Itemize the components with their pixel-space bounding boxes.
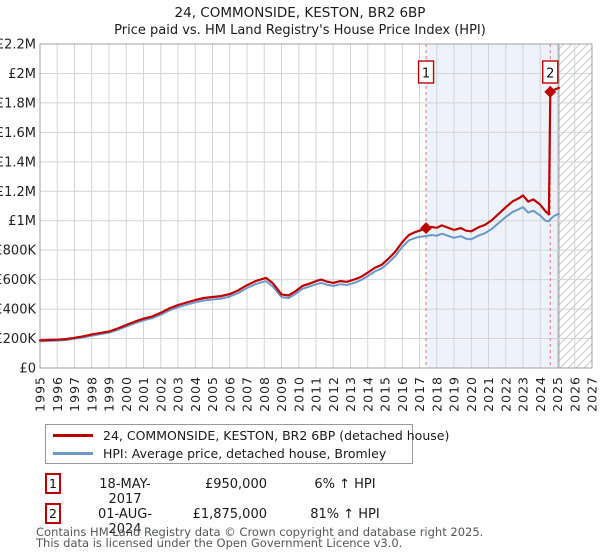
x-axis-tick-label: 2005 <box>205 376 220 412</box>
x-axis-tick-label: 2006 <box>222 376 237 412</box>
x-axis-tick-label: 2009 <box>274 376 289 412</box>
price-chart: 1 2 £0 £200K £400K £600K £800K £1M £1.2M £1.4M £1.… <box>0 38 600 412</box>
x-axis-tick-label: 2010 <box>291 376 306 412</box>
page-subtitle: Price paid vs. HM Land Registry's House … <box>114 23 486 38</box>
x-axis-tick-label: 2026 <box>567 376 582 412</box>
attribution-footer: Contains HM Land Registry data © Crown c… <box>36 525 484 550</box>
x-axis-tick-label: 2011 <box>309 376 324 412</box>
y-axis-tick-label: £200K <box>0 332 36 347</box>
x-axis-tick-label: 2022 <box>498 376 513 412</box>
x-axis-tick-label: 2025 <box>550 376 565 412</box>
chart-legend: 24, COMMONSIDE, KESTON, BR2 6BP (detache… <box>45 424 449 464</box>
y-axis-tick-label: £1.8M <box>0 96 36 111</box>
x-axis-tick-label: 2027 <box>585 376 600 412</box>
x-axis-tick-label: 2012 <box>326 376 341 412</box>
x-axis-tick-label: 2020 <box>464 376 479 412</box>
x-axis-tick-label: 1995 <box>33 376 48 412</box>
x-axis-tick-label: 1996 <box>50 376 65 412</box>
x-axis-tick-label: 1998 <box>84 376 99 412</box>
x-axis-tick-label: 2024 <box>533 376 548 412</box>
x-axis-tick-label: 2016 <box>395 376 410 412</box>
y-axis-tick-label: £2.2M <box>0 38 36 53</box>
y-axis-tick-label: £800K <box>0 244 36 259</box>
plot-border <box>39 43 593 369</box>
x-axis-tick-label: 2014 <box>360 376 375 412</box>
y-axis-tick-label: £600K <box>0 273 36 288</box>
y-axis-tick-label: £1.2M <box>0 185 36 200</box>
footer-line-1: Contains HM Land Registry data © Crown c… <box>36 525 484 539</box>
footer-line-2: This data is licensed under the Open Gov… <box>36 536 403 550</box>
legend-item-property: 24, COMMONSIDE, KESTON, BR2 6BP (detache… <box>46 426 449 444</box>
sale-flag-number-2: 2 <box>546 67 554 82</box>
x-axis-tick-label: 2003 <box>171 376 186 412</box>
y-axis-tick-label: £1M <box>8 214 36 229</box>
page-title: 24, COMMONSIDE, KESTON, BR2 6BP <box>174 5 426 21</box>
y-axis-tick-label: £1.6M <box>0 126 36 141</box>
x-axis-tick-label: 2013 <box>343 376 358 412</box>
x-axis-tick-label: 2023 <box>516 376 531 412</box>
x-axis-tick-label: 1999 <box>102 376 117 412</box>
x-axis-tick-label: 1997 <box>67 376 82 412</box>
x-axis-tick-label: 2000 <box>119 376 134 412</box>
transaction-2-price: £1,875,000 <box>192 507 267 522</box>
transaction-1-hpi-change: 6% ↑ HPI <box>314 477 376 492</box>
y-axis-tick-label: £1.4M <box>0 155 36 170</box>
x-axis-tick-label: 2021 <box>481 376 496 412</box>
hpi-line-swatch <box>53 451 93 455</box>
legend-item-hpi: HPI: Average price, detached house, Brom… <box>46 444 412 462</box>
transaction-2-hpi-change: 81% ↑ HPI <box>310 507 380 522</box>
x-axis-tick-label: 2015 <box>378 376 393 412</box>
property-line-swatch <box>53 433 93 437</box>
transaction-1-marker: 1 <box>45 473 61 494</box>
hpi-line <box>39 206 560 343</box>
future-hatched-region <box>558 44 592 368</box>
property-line <box>38 86 561 342</box>
sale-flag-number-1: 1 <box>422 67 430 82</box>
x-axis-tick-label: 2018 <box>429 376 444 412</box>
y-axis-tick-label: £400K <box>0 303 36 318</box>
ownership-period-shading <box>426 44 559 368</box>
x-axis-tick-label: 2001 <box>136 376 151 412</box>
y-axis-tick-label: £0 <box>19 362 36 377</box>
x-axis-tick-label: 2019 <box>447 376 462 412</box>
x-axis-tick-label: 2007 <box>240 376 255 412</box>
x-axis-tick-label: 2008 <box>257 376 272 412</box>
x-axis-tick-label: 2017 <box>412 376 427 412</box>
x-axis-tick-label: 2004 <box>188 376 203 412</box>
legend-label: 24, COMMONSIDE, KESTON, BR2 6BP (detache… <box>103 427 450 443</box>
legend-label: HPI: Average price, detached house, Brom… <box>103 445 387 461</box>
x-axis-tick-label: 2002 <box>153 376 168 412</box>
y-axis-tick-label: £2M <box>8 67 36 82</box>
sale-flag-box-2 <box>542 60 559 84</box>
transaction-2-date: 01-AUG-2024 <box>97 507 153 537</box>
transaction-2-marker: 2 <box>45 503 61 524</box>
transaction-1-price: £950,000 <box>204 477 267 492</box>
transaction-1-date: 18-MAY-2017 <box>99 477 151 507</box>
sale-flag-box-1 <box>417 60 435 84</box>
